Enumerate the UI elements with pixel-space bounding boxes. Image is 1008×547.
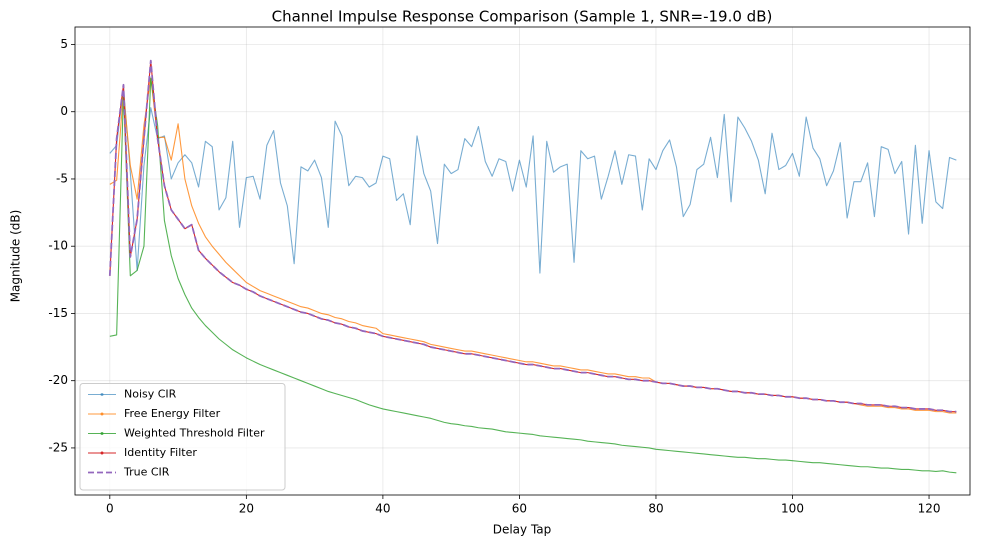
plot-frame [74, 26, 971, 496]
x-tick-label: 100 [781, 502, 804, 516]
y-tick-label: -5 [56, 171, 68, 185]
y-axis-label: Magnitude (dB) [9, 210, 23, 303]
x-tick-label: 0 [106, 502, 114, 516]
x-tick-label: 20 [239, 502, 254, 516]
chart-title: Channel Impulse Response Comparison (Sam… [272, 8, 773, 26]
legend-marker [100, 451, 104, 455]
legend-label: Free Energy Filter [124, 407, 221, 420]
legend-label: Noisy CIR [124, 388, 177, 401]
y-tick-label: -10 [48, 239, 68, 253]
legend-box [79, 383, 286, 491]
legend-label: True CIR [123, 466, 170, 479]
legend-label: Weighted Threshold Filter [124, 427, 265, 440]
x-tick-label: 40 [375, 502, 390, 516]
y-tick-label: -25 [48, 440, 68, 454]
x-tick-label: 60 [512, 502, 527, 516]
x-tick-label: 120 [918, 502, 941, 516]
y-tick-label: 5 [60, 37, 68, 51]
legend-label: Identity Filter [124, 446, 197, 459]
series-line [109, 77, 957, 414]
grid [75, 27, 970, 495]
x-axis-label: Delay Tap [493, 523, 552, 537]
legend-marker [100, 393, 104, 396]
series-line [108, 59, 957, 413]
y-tick-label: -15 [48, 306, 68, 320]
y-tick-label: 0 [60, 104, 68, 118]
series-line [109, 86, 957, 274]
series-line [109, 60, 957, 413]
legend-marker [100, 412, 104, 416]
y-tick-label: -20 [48, 373, 68, 387]
x-tick-label: 80 [648, 502, 663, 516]
series-line [109, 77, 957, 474]
legend-marker [100, 432, 104, 435]
